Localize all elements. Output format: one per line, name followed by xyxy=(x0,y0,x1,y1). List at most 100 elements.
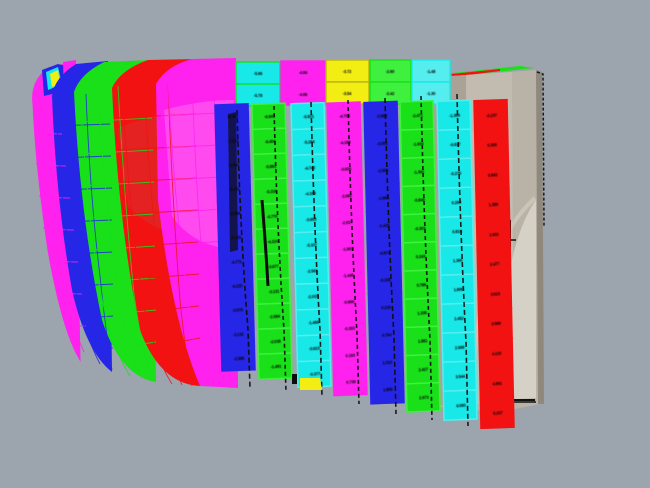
cell-label: -0.353 xyxy=(344,326,356,332)
cell-label: 1.881 xyxy=(418,338,429,344)
cell-label: -3.588 xyxy=(376,113,388,119)
seam-1 xyxy=(236,109,251,389)
cell-label: -0.237 xyxy=(486,112,498,118)
cell-label: -0.874 xyxy=(379,250,391,256)
cell-label: -0.899 xyxy=(343,299,355,305)
cell-label: -1.354 xyxy=(449,113,461,119)
cell-label: -2.585 xyxy=(233,356,245,362)
cell-label: 0.243 xyxy=(416,254,427,260)
mesh-cell xyxy=(220,344,256,372)
cell-label: 4.661 xyxy=(492,380,503,386)
cell-label: 4.115 xyxy=(492,351,502,357)
cell-columns: -8.054-7.513-6.964-6.411-5.866-5.318-4.7… xyxy=(214,98,515,430)
cell-label: 2.427 xyxy=(418,366,429,372)
cell-column-col-13: -0.237 0.300 0.842 1.386 1.931 2.477 3.023 3.56… xyxy=(473,98,515,430)
seam-6 xyxy=(420,95,433,421)
cell-label: 0.739 xyxy=(346,379,357,385)
cell-label: 1.335 xyxy=(417,310,428,316)
mesh-seams xyxy=(236,93,469,427)
cell-label: -5.284 xyxy=(304,139,316,145)
cell-column-col-09: -4.705 -4.168 -3.626 -3.082 -2.537 -1.991 -1.4… xyxy=(326,101,368,397)
cell-label: 1.386 xyxy=(488,202,499,208)
seam-5 xyxy=(384,97,397,415)
shell-mesh-left xyxy=(32,58,240,389)
cell-column-col-12: -1.354 -0.817 -0.275 0.269 0.814 1.360 1.906 2.… xyxy=(436,99,478,421)
mesh-cell xyxy=(442,389,478,421)
cell-label: 1.856 xyxy=(383,387,394,393)
cell-label: 0.764 xyxy=(382,332,393,338)
cell-label: -4.705 xyxy=(339,113,351,119)
cell-label: 3.544 xyxy=(455,373,466,379)
seam-3 xyxy=(310,101,323,397)
cell-label: -4.770 xyxy=(266,213,278,219)
cell-label: -2.60 xyxy=(386,69,395,74)
cell-label: -5.316 xyxy=(266,188,278,194)
cell-label: -3.678 xyxy=(232,307,244,313)
dark-wedge-mid xyxy=(260,199,270,287)
dark-wedge-left xyxy=(228,112,238,252)
cell-label: 3.569 xyxy=(491,321,502,327)
cell-label: -1.491 xyxy=(270,363,282,369)
cell-label: -1.30 xyxy=(427,91,436,96)
cell-label: 3.023 xyxy=(490,291,501,297)
cell-label: -0.328 xyxy=(380,277,392,283)
cell-label: -5.78 xyxy=(254,93,263,98)
cell-label: -2.584 xyxy=(269,313,281,319)
cell-label: -2.537 xyxy=(341,219,353,225)
cell-column-col-10: -3.588 -3.051 -2.509 -1.965 -1.420 -0.874 -0.3… xyxy=(363,100,405,405)
cell-label: -0.275 xyxy=(450,171,462,177)
cell-label: 0.814 xyxy=(452,229,463,235)
cell-label: 2.998 xyxy=(455,344,466,350)
cell-label: -5.96 xyxy=(254,71,263,76)
cell-label: -4.771 xyxy=(231,259,243,265)
cell-label: -3.132 xyxy=(233,331,245,337)
cell-column-col-07: -6.941 -6.404 -5.861 -5.316 -4.770 -4.224 -3.6… xyxy=(251,102,293,380)
panel-edge-dashes xyxy=(536,71,545,227)
seam-7 xyxy=(456,93,469,427)
cell-label: -2.561 xyxy=(307,268,319,274)
bottom-dark-notch xyxy=(292,374,297,384)
cell-label: -6.941 xyxy=(264,114,276,120)
cell-label: 4.090 xyxy=(456,402,467,408)
cell-label: -5.861 xyxy=(265,164,277,170)
top-cell-row: -5.96 -5.78 -4.84 -4.66 -3.72 -3.54 xyxy=(235,59,451,107)
cell-column-col-08: -5.821 -5.284 -4.742 -4.198 -3.653 -3.107 -2.5… xyxy=(290,101,332,389)
top-cell-group-cyan-b: -1.48 -1.30 xyxy=(411,59,451,105)
cell-label: -3.107 xyxy=(306,242,318,248)
cell-label: -2.471 xyxy=(412,113,424,119)
cell-label: 0.300 xyxy=(487,142,498,148)
cell-label: -1.469 xyxy=(308,320,320,326)
cell-label: -1.934 xyxy=(413,141,425,147)
bottom-yellow-notch xyxy=(300,378,322,390)
cell-label: -3.626 xyxy=(340,166,352,172)
cell-label: -1.48 xyxy=(427,69,436,74)
panel-right-edge xyxy=(536,70,544,404)
cell-label: 0.269 xyxy=(451,200,462,206)
top-cell-group-cyan-a: -5.96 -5.78 xyxy=(235,61,281,107)
cell-label: -6.404 xyxy=(265,139,277,145)
cell-label: 2.477 xyxy=(490,261,501,267)
seam-2 xyxy=(273,105,287,393)
cell-label: -3.082 xyxy=(341,193,353,199)
cell-label: 2.973 xyxy=(419,395,430,401)
cell-label: 0.842 xyxy=(488,172,499,178)
cell-label: 0.789 xyxy=(416,282,427,288)
cell-label: 1.931 xyxy=(489,232,500,238)
seam-4 xyxy=(347,99,360,405)
cell-label: -3.72 xyxy=(343,69,352,74)
cell-label: -1.991 xyxy=(342,246,354,252)
cell-label: -3.677 xyxy=(268,263,280,269)
cell-label: -3.54 xyxy=(343,91,352,96)
cell-label: 0.193 xyxy=(345,352,356,358)
cell-label: -4.742 xyxy=(304,165,316,171)
cell-label: -0.817 xyxy=(450,142,462,148)
cell-label: -1.965 xyxy=(378,195,390,201)
cell-label: -0.923 xyxy=(309,345,321,351)
cell-label: -3.131 xyxy=(268,288,280,294)
cell-label: 0.218 xyxy=(381,305,392,311)
cell-label: -4.224 xyxy=(267,238,279,244)
cell-label: -3.653 xyxy=(305,216,317,222)
